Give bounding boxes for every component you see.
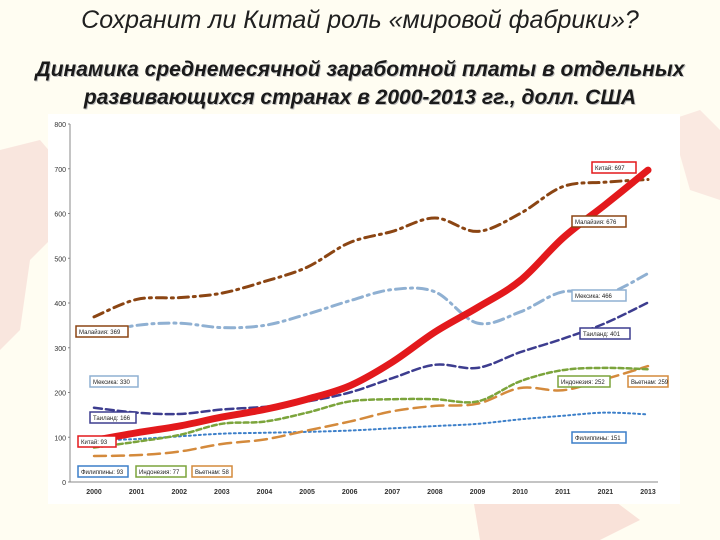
annotation-box: Индонезия: 252	[557, 375, 611, 388]
annotation-label: Вьетнам: 259	[631, 380, 669, 386]
annotation-label: Вьетнам: 58	[195, 470, 229, 476]
x-tick-label: 2021	[598, 489, 614, 496]
annotation-label: Индонезия: 77	[139, 470, 180, 476]
x-tick-label: 2010	[512, 489, 528, 496]
annotation-box-border	[191, 465, 233, 478]
annotation-box: Малайзия: 369	[75, 325, 129, 338]
x-tick-label: 2001	[129, 489, 145, 496]
series-lines	[90, 166, 652, 458]
annotation-box-border	[77, 435, 117, 448]
y-tick-label: 700	[54, 167, 66, 174]
series-line-Малайзия	[92, 177, 650, 319]
y-tick-label: 600	[54, 212, 66, 219]
x-tick-label: 2009	[470, 489, 486, 496]
series-line-Вьетнам	[92, 364, 650, 458]
annotation-box: Мексика: 330	[89, 375, 139, 388]
x-tick-label: 2000	[86, 489, 102, 496]
x-tick-label: 2007	[385, 489, 401, 496]
x-tick-label: 2013	[640, 489, 656, 496]
annotation-box-border	[89, 411, 137, 424]
annotation-box-border	[89, 375, 139, 388]
annotation-box: Китай: 93	[77, 435, 117, 448]
series-line-Таиланд	[92, 301, 650, 416]
y-tick-label: 800	[54, 122, 66, 129]
map-shape-right	[670, 110, 720, 200]
y-tick-label: 0	[62, 480, 66, 487]
annotation-label: Мексика: 466	[575, 294, 613, 300]
annotation-labels: Китай: 697 Малайзия: 676 Мексика: 466 Таила…	[75, 161, 669, 478]
series-line-Филиппины	[93, 411, 649, 442]
annotation-box: Таиланд: 401	[579, 327, 631, 340]
annotation-box-border	[135, 465, 187, 478]
x-tick-label: 2002	[171, 489, 187, 496]
x-tick-label: 2006	[342, 489, 358, 496]
series-line-Китай	[90, 166, 652, 444]
annotation-label: Индонезия: 252	[561, 380, 605, 386]
annotation-box: Индонезия: 77	[135, 465, 187, 478]
annotation-label: Филиппины: 151	[575, 436, 621, 442]
y-tick-label: 500	[54, 256, 66, 263]
x-tick-label: 2011	[555, 489, 570, 496]
page-subtitle: Динамика среднемесячной заработной платы…	[0, 56, 720, 112]
annotation-box: Вьетнам: 58	[191, 465, 233, 478]
annotation-label: Малайзия: 676	[575, 219, 617, 226]
y-tick-label: 100	[54, 435, 66, 442]
series-line-Мексика	[92, 271, 650, 336]
annotation-box-border	[571, 289, 627, 302]
x-tick-label: 2004	[257, 489, 273, 496]
annotation-box-border	[75, 325, 129, 338]
y-tick-label: 300	[54, 346, 66, 353]
y-tick-label: 400	[54, 301, 66, 308]
annotation-label: Мексика: 330	[93, 380, 131, 386]
annotation-label: Малайзия: 369	[79, 329, 121, 336]
wage-line-chart: 0 100 200 300 400 500 600 700 800 2000 2001 2002 200…	[48, 114, 680, 504]
annotation-box-border	[77, 465, 129, 478]
annotation-label: Таиланд: 166	[93, 416, 131, 422]
series-line-Индонезия	[92, 366, 650, 449]
annotation-label: Китай: 93	[81, 439, 108, 446]
annotation-box: Таиланд: 166	[89, 411, 137, 424]
axes: 0 100 200 300 400 500 600 700 800 2000 2001 2002 200…	[54, 122, 658, 496]
y-tick-label: 200	[54, 391, 66, 398]
annotation-box: Китай: 697	[591, 161, 637, 174]
annotation-box-border	[571, 431, 627, 444]
annotation-box-border	[571, 215, 627, 228]
annotation-label: Таиланд: 401	[583, 332, 621, 338]
annotation-label: Филиппины: 93	[81, 470, 124, 476]
annotation-box-border	[557, 375, 611, 388]
x-tick-label: 2008	[427, 489, 443, 496]
plot-background	[48, 114, 680, 504]
annotation-box-border	[627, 375, 669, 388]
annotation-box-border	[579, 327, 631, 340]
annotation-box: Вьетнам: 259	[627, 375, 669, 388]
annotation-box: Малайзия: 676	[571, 215, 627, 228]
annotation-label: Китай: 697	[595, 165, 625, 172]
annotation-box: Филиппины: 151	[571, 431, 627, 444]
annotation-box: Филиппины: 93	[77, 465, 129, 478]
subtitle-line-2: развивающихся странах в 2000-2013 гг., д…	[83, 86, 637, 109]
annotation-box: Мексика: 466	[571, 289, 627, 302]
annotation-box-border	[591, 161, 637, 174]
page-title: Сохранит ли Китай роль «мировой фабрики»…	[81, 6, 639, 34]
subtitle-line-1: Динамика среднемесячной заработной платы…	[35, 58, 685, 81]
x-tick-label: 2003	[214, 489, 230, 496]
x-tick-label: 2005	[299, 489, 315, 496]
